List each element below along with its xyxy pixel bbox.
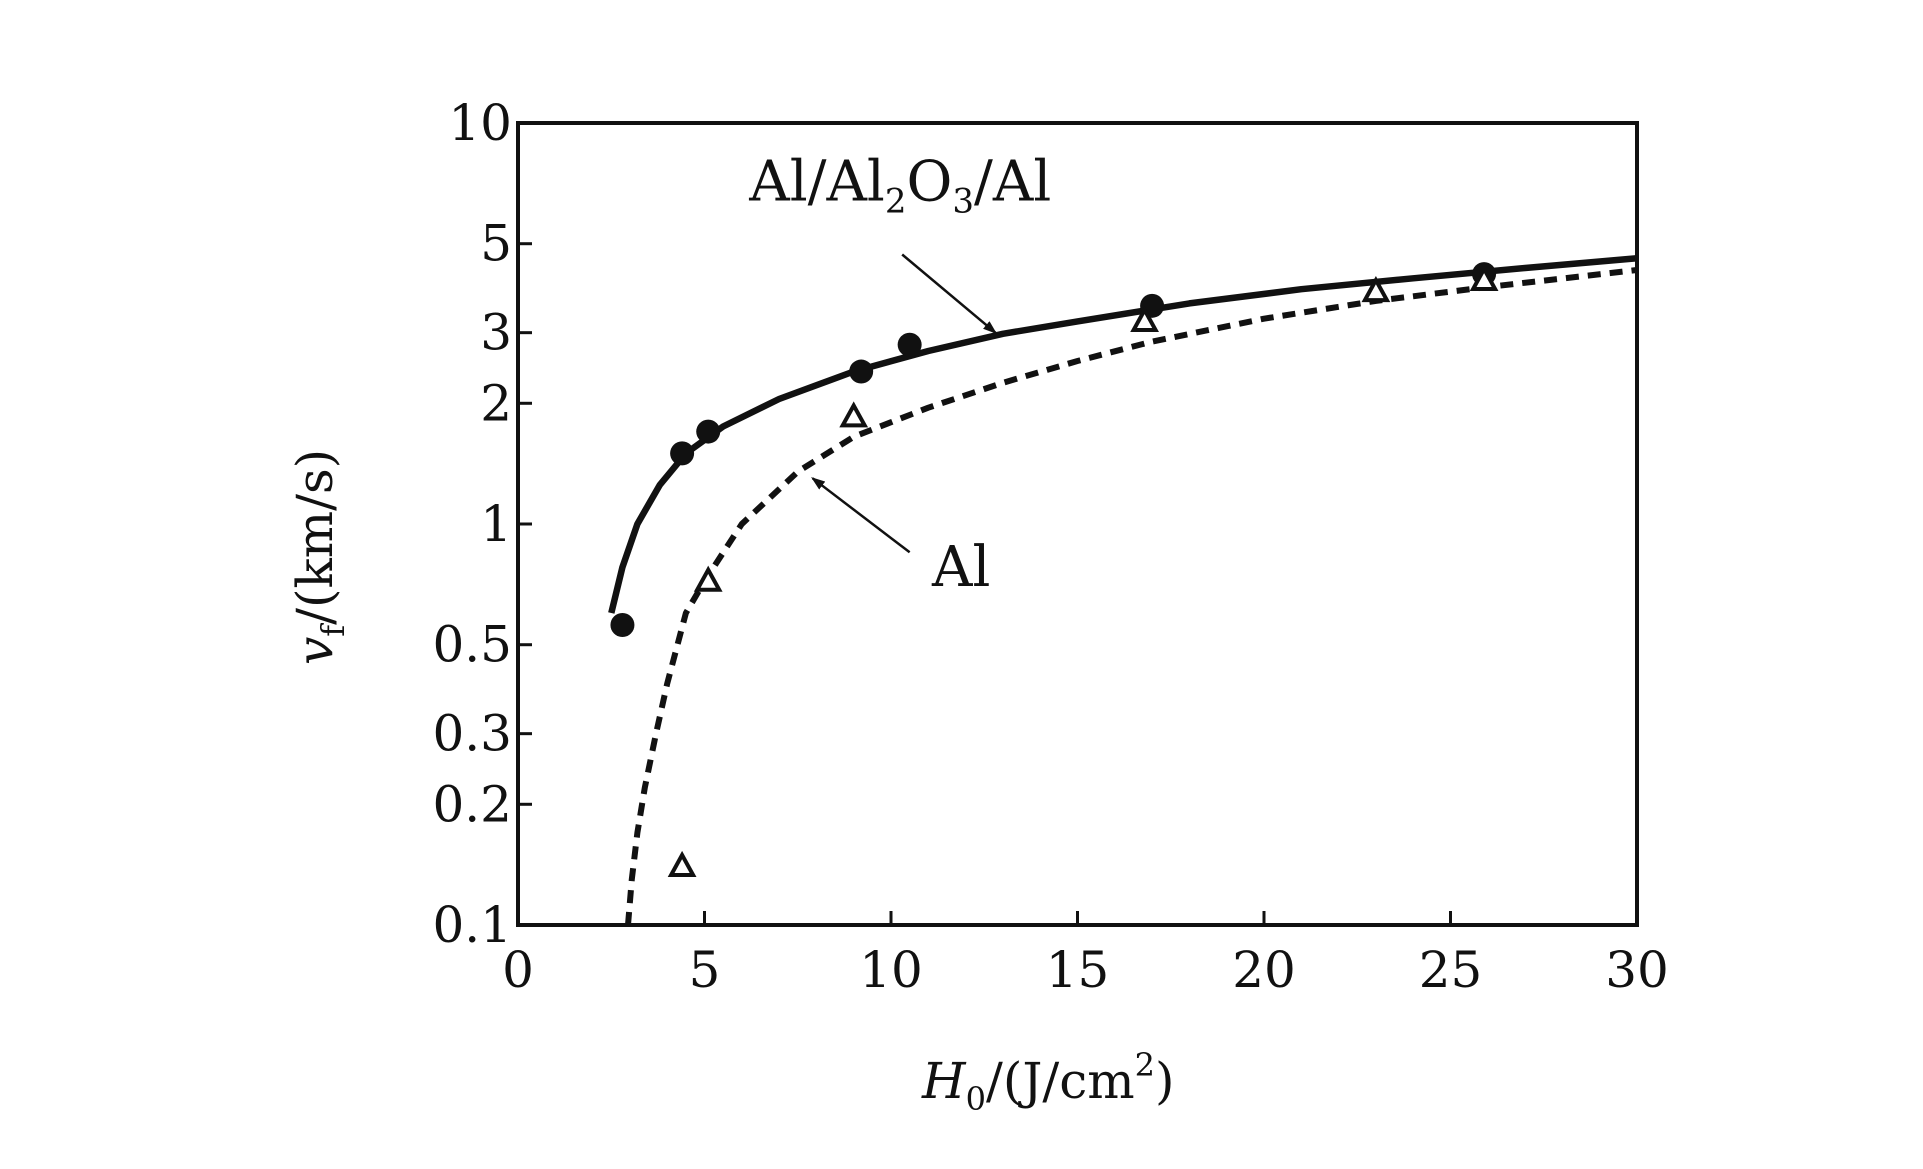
axis-ticks: 0 5 10 15 20 25 30 0.1 0.2 0.3 0.5 1 2 3 5 10 (432, 94, 1668, 999)
x-tick-label: 5 (689, 941, 721, 999)
data-point-al (1361, 275, 1391, 303)
y-tick-label: 5 (480, 215, 512, 273)
label-al-al2o3-al: Al/Al2O3/Al (748, 150, 1051, 222)
x-tick-label: 30 (1605, 941, 1669, 999)
series-al-curve (625, 267, 1638, 926)
data-point-al (1469, 264, 1499, 291)
data-points (610, 262, 1499, 877)
x-tick-label: 0 (502, 941, 534, 999)
x-tick-label: 20 (1232, 941, 1296, 999)
y-tick-label: 10 (448, 94, 512, 152)
y-axis-title: vf/(km/s) (286, 449, 352, 665)
data-point-al (839, 401, 869, 428)
data-point-al-al2o3-al (849, 359, 874, 384)
y-tick-label: 0.1 (432, 896, 512, 954)
data-point-al (693, 565, 723, 592)
x-tick-label: 10 (859, 941, 923, 999)
y-tick-label: 0.2 (432, 775, 512, 833)
y-tick-label: 1 (480, 495, 512, 553)
y-tick-label: 0.5 (432, 616, 512, 674)
label-al: Al (931, 535, 990, 600)
series-al-al2o3-al-curve (608, 254, 1638, 614)
plot-frame (516, 121, 1639, 927)
y-tick-label: 3 (480, 304, 512, 362)
axis-titles: H0/(J/cm2) vf/(km/s) (286, 449, 1175, 1118)
data-point-al-al2o3-al (670, 441, 695, 466)
annotations: Al/Al2O3/Al Al (748, 150, 1051, 600)
label-al-arrow (811, 477, 911, 554)
x-axis-title: H0/(J/cm2) (921, 1046, 1175, 1118)
label-al-al2o3-al-arrow (901, 253, 997, 334)
data-point-al (667, 850, 697, 877)
y-tick-label: 2 (480, 374, 512, 432)
y-tick-label: 0.3 (432, 705, 512, 763)
x-tick-label: 15 (1046, 941, 1110, 999)
data-point-al-al2o3-al (696, 419, 721, 444)
data-point-al-al2o3-al (897, 332, 922, 357)
x-tick-label: 25 (1419, 941, 1483, 999)
data-point-al-al2o3-al (610, 612, 635, 637)
fit-curves (608, 254, 1638, 926)
data-point-al (1130, 305, 1159, 332)
